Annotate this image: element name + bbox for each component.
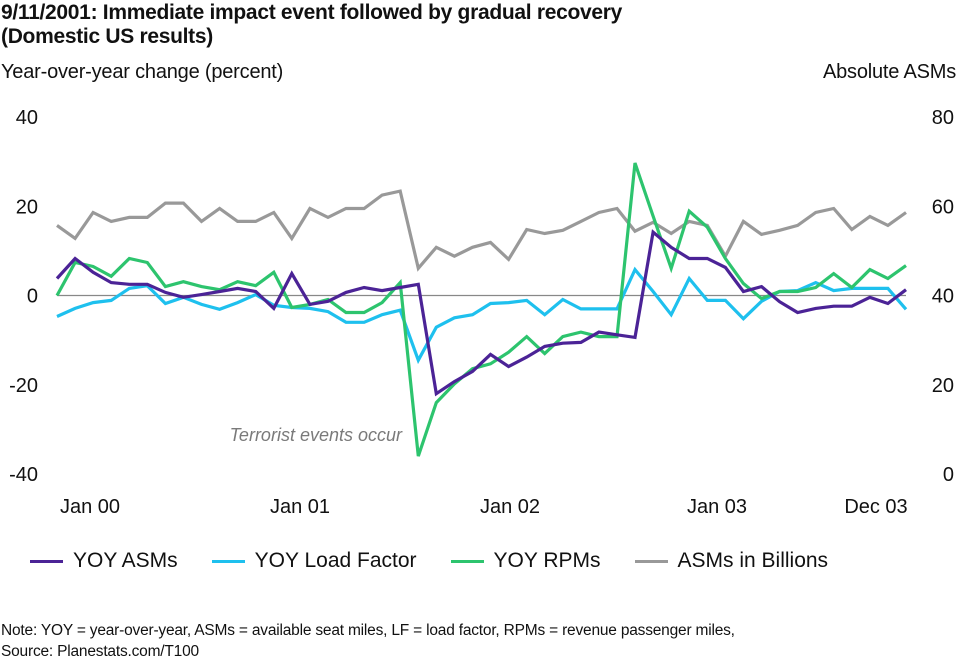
legend-item-asms-in-billions[interactable]: ASMs in Billions — [634, 549, 829, 573]
chart-title-line-1: 9/11/2001: Immediate impact event follow… — [1, 1, 622, 24]
legend-swatch-yoy-rpms — [450, 559, 484, 563]
y-right-tick-label: 40 — [932, 286, 954, 308]
x-tick-label: Jan 01 — [270, 496, 330, 518]
y-axis-left-label: Year-over-year change (percent) — [1, 61, 284, 83]
series-yoy-load-factor — [56, 266, 908, 365]
legend-swatch-asms-in-billions — [634, 559, 668, 563]
x-tick-label: Dec 03 — [844, 496, 907, 518]
y-right-tick-label: 0 — [943, 464, 954, 486]
y-right-tick-label: 80 — [932, 107, 954, 129]
chart-title-line-2: (Domestic US results) — [1, 25, 213, 48]
y-left-tick-label: 0 — [27, 286, 38, 308]
legend-label-asms-in-billions: ASMs in Billions — [677, 549, 829, 572]
series-line-yoy-rpms — [55, 162, 907, 457]
series-yoy-asms — [55, 229, 907, 397]
footnote: Note: YOY = year-over-year, ASMs = avail… — [1, 620, 735, 662]
legend-label-yoy-asms: YOY ASMs — [73, 549, 178, 572]
chart-plot: 40 20 0 -20 -40 80 60 40 20 0 Jan 00 Jan 01 Jan 02… — [9, 107, 954, 518]
y-left-tick-label: -40 — [9, 464, 38, 486]
series-line-asms-in-billions — [56, 189, 907, 272]
legend-label-yoy-rpms: YOY RPMs — [493, 549, 601, 572]
chart-title: 9/11/2001: Immediate impact event follow… — [1, 1, 622, 49]
x-tick-label: Jan 03 — [687, 496, 747, 518]
x-axis-ticks: Jan 00 Jan 01 Jan 02 Jan 03 Dec 03 — [60, 496, 908, 518]
y-left-tick-label: 20 — [16, 196, 38, 218]
footnote-source: Source: Planestats.com/T100 — [1, 643, 199, 660]
legend: YOY ASMs YOY Load Factor YOY RPMs ASMs i… — [30, 549, 862, 573]
series-asms-in-billions — [56, 189, 907, 272]
y-axis-right-label: Absolute ASMs — [822, 61, 956, 83]
y-left-tick-label: 40 — [16, 107, 38, 129]
legend-swatch-yoy-asms — [30, 559, 63, 563]
annotation-terrorist-events: Terrorist events occur — [230, 425, 403, 445]
footnote-definitions: Note: YOY = year-over-year, ASMs = avail… — [1, 622, 735, 639]
series-line-yoy-asms — [55, 229, 907, 397]
legend-swatch-yoy-load-factor — [211, 559, 245, 563]
y-right-tick-label: 60 — [932, 196, 954, 218]
y-axis-right-ticks: 80 60 40 20 0 — [932, 107, 954, 486]
legend-item-yoy-asms[interactable]: YOY ASMs — [30, 549, 178, 573]
y-axis-left-ticks: 40 20 0 -20 -40 — [9, 107, 38, 486]
legend-item-yoy-rpms[interactable]: YOY RPMs — [450, 549, 601, 573]
legend-label-yoy-load-factor: YOY Load Factor — [254, 549, 417, 572]
series-group — [55, 162, 908, 457]
y-left-tick-label: -20 — [9, 375, 38, 397]
y-right-tick-label: 20 — [932, 375, 954, 397]
x-tick-label: Jan 02 — [480, 496, 540, 518]
x-tick-label: Jan 00 — [60, 496, 120, 518]
series-line-yoy-load-factor — [56, 266, 908, 365]
legend-item-yoy-load-factor[interactable]: YOY Load Factor — [211, 549, 417, 573]
series-yoy-rpms — [55, 162, 907, 457]
